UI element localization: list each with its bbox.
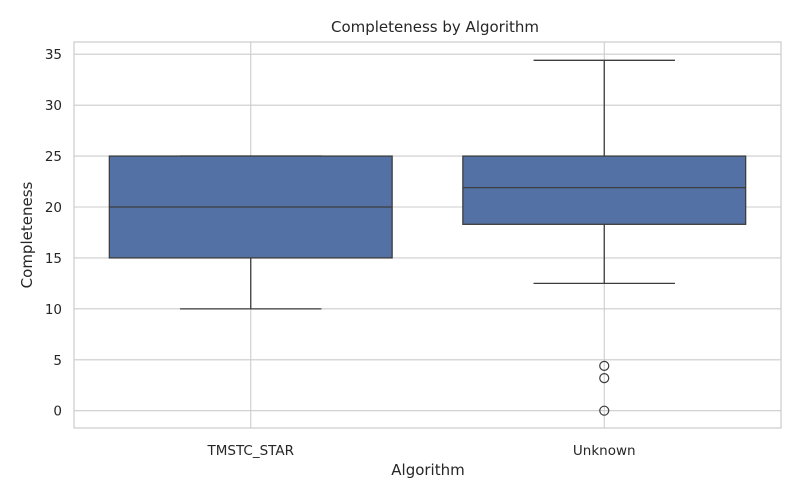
y-tick-label: 15 (45, 251, 62, 267)
box-group (462, 59, 747, 416)
x-axis-label: Algorithm (391, 461, 464, 479)
y-tick-label: 0 (53, 404, 62, 420)
y-tick-label: 10 (45, 302, 62, 318)
box-group (108, 155, 393, 310)
outlier-point (599, 405, 610, 416)
y-tick-label: 30 (45, 98, 62, 114)
y-tick-label: 5 (53, 353, 62, 369)
y-tick-label: 25 (45, 149, 62, 165)
x-ticks: TMSTC_STAR Unknown (207, 443, 636, 459)
y-tick-label: 35 (45, 47, 62, 63)
y-axis-label: Completeness (18, 181, 36, 288)
x-tick-label: Unknown (573, 443, 636, 459)
plot-frame (73, 41, 782, 429)
y-tick-label: 20 (45, 200, 62, 216)
chart-title: Completeness by Algorithm (331, 18, 539, 36)
outlier-point (599, 360, 610, 371)
boxes-layer (108, 59, 747, 416)
y-ticks: 0 5 10 15 20 25 30 35 (45, 47, 62, 419)
x-tick-label: TMSTC_STAR (207, 443, 294, 459)
outlier-point (599, 372, 610, 384)
box-iqr (462, 155, 747, 225)
